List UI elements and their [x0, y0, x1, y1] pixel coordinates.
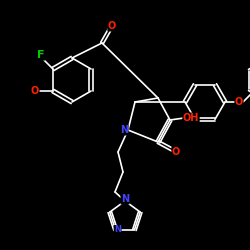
Text: O: O [108, 21, 116, 31]
Text: O: O [172, 147, 180, 157]
Text: OH: OH [183, 113, 199, 123]
Text: N: N [120, 125, 128, 135]
Text: O: O [235, 97, 243, 107]
Text: F: F [37, 50, 45, 60]
Text: N: N [114, 226, 121, 234]
Text: O: O [31, 86, 39, 96]
Text: N: N [121, 194, 129, 204]
